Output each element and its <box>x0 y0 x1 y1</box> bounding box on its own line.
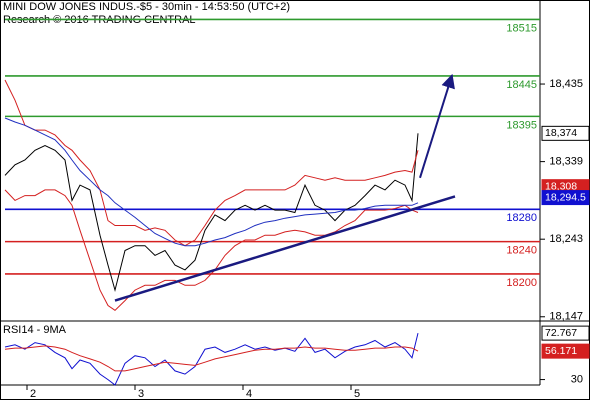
price-marker-label: 72.767 <box>545 327 577 339</box>
series-line <box>4 345 419 372</box>
price-marker <box>541 190 590 206</box>
x-tick-label: 5 <box>354 388 360 400</box>
level-label: 18445 <box>506 79 537 91</box>
level-label: 18240 <box>506 245 537 257</box>
series-line <box>4 79 419 247</box>
price-marker-label: 18,294.5 <box>545 191 586 203</box>
x-tick-label: 4 <box>246 388 252 400</box>
series-line <box>4 189 419 311</box>
x-tick-label: 2 <box>30 388 36 400</box>
y-tick-label: 18,243 <box>549 233 583 245</box>
price-marker-label: 56.171 <box>545 345 577 357</box>
rsi-title: RSI14 - 9MA <box>3 324 67 336</box>
price-marker-label: 18,374 <box>545 127 577 139</box>
arrow <box>419 73 455 179</box>
level-label: 18280 <box>506 212 537 224</box>
y-tick-label: 30 <box>571 373 583 385</box>
price-marker <box>541 325 590 341</box>
trend-line <box>114 195 456 302</box>
series-line <box>4 117 419 247</box>
level-label: 18395 <box>506 119 537 131</box>
price-marker-label: 18,308 <box>545 180 577 192</box>
level-label: 18515 <box>506 22 537 34</box>
level-label: 18200 <box>506 277 537 289</box>
y-tick-label: 18,435 <box>549 78 583 90</box>
series-line <box>4 332 419 386</box>
y-tick-label: 18,339 <box>549 156 583 168</box>
series-line <box>4 133 419 293</box>
price-marker <box>541 343 590 359</box>
price-marker <box>541 125 590 141</box>
y-tick-label: 18,147 <box>549 311 583 323</box>
x-tick-label: 3 <box>138 388 144 400</box>
chart-title: MINI DOW JONES INDUS.-$5 - 30min - 14:53… <box>3 1 290 13</box>
